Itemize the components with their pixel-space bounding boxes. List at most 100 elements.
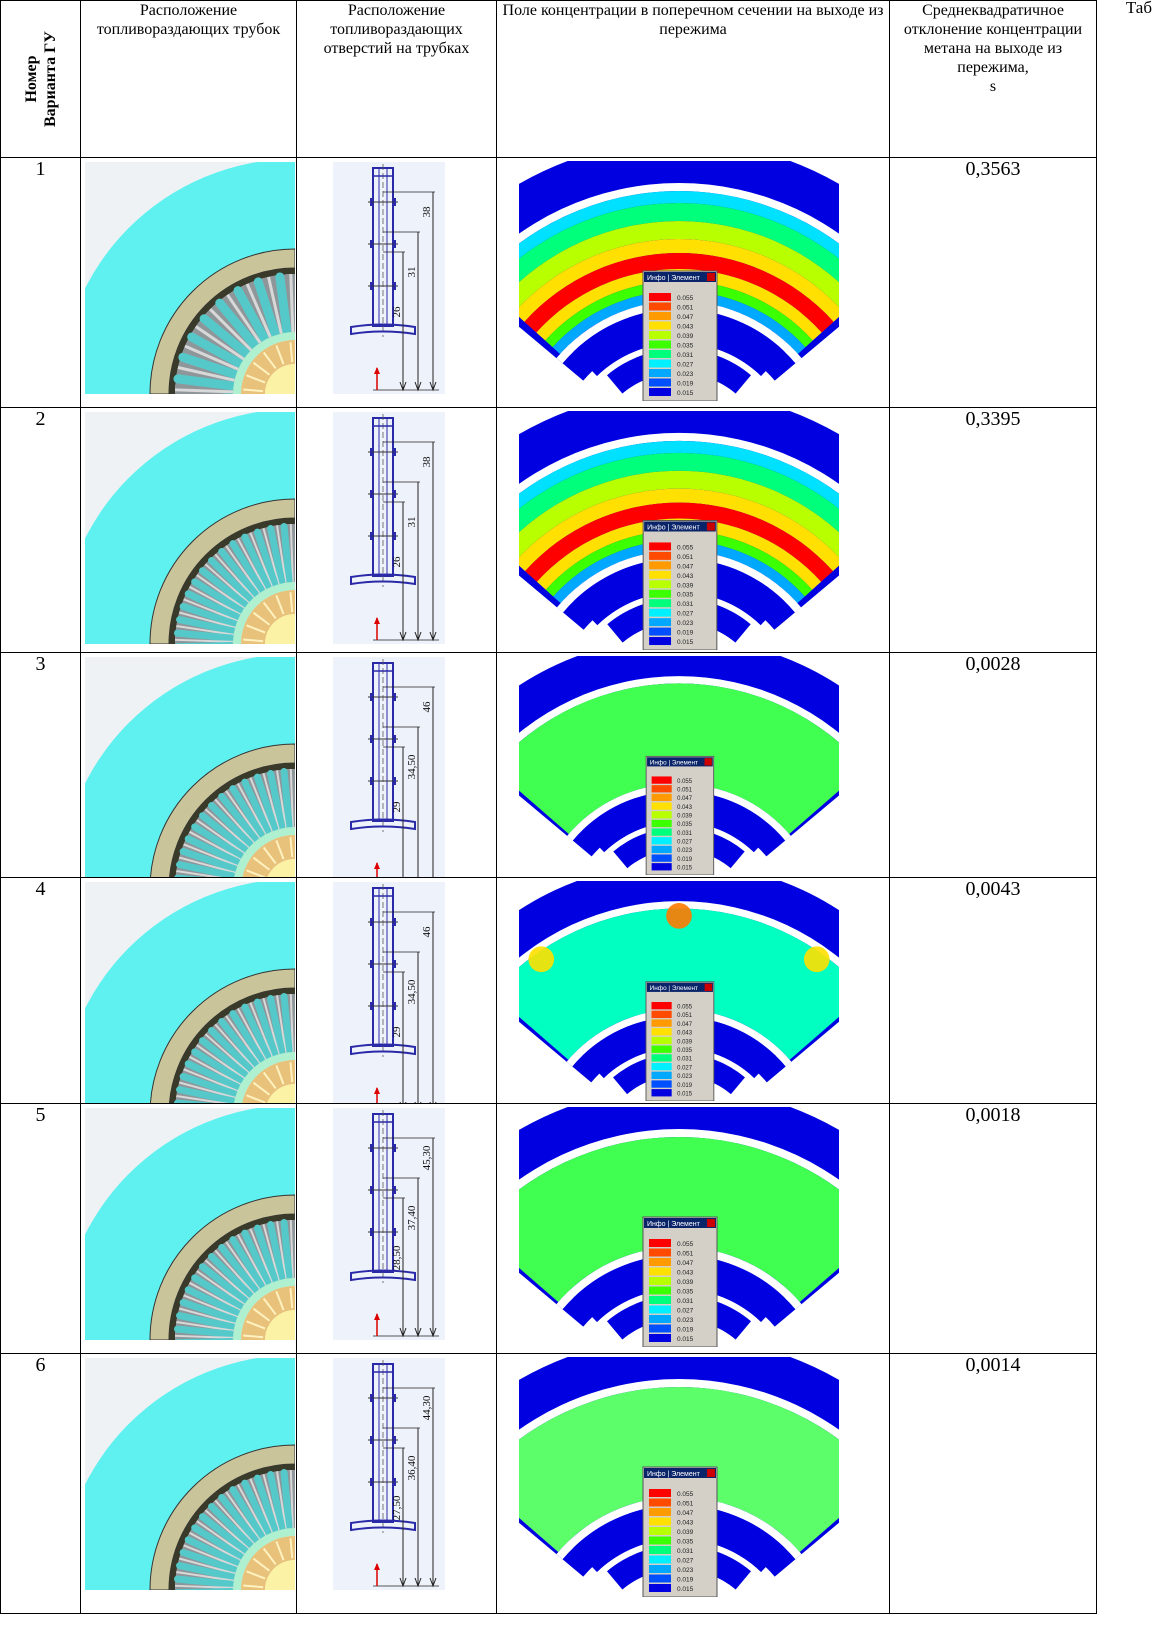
tube-layout-image	[80, 652, 297, 878]
legend-value: 0.051	[677, 554, 694, 561]
legend-value: 0.043	[677, 573, 694, 580]
rms-deviation-value: 0,0043	[889, 877, 1097, 1104]
hole-layout-drawing: 38 31 26	[296, 407, 497, 653]
table-row: 1 38 31 26 Инфо | Элемент 0.055 0.051 0.047 0.04…	[0, 157, 1097, 408]
table-row: 2 38 31 26 Инфо | Элемент 0.055 0.051 0.047 0.04…	[0, 407, 1097, 653]
legend-value: 0.047	[677, 1260, 694, 1267]
legend-value: 0.023	[677, 1317, 694, 1324]
legend-value: 0.051	[677, 788, 692, 794]
rms-deviation-value: 0,3563	[889, 157, 1097, 408]
dimension-label: 26	[391, 306, 403, 318]
legend-value: 0.043	[677, 1520, 694, 1527]
dimension-label: 38	[421, 456, 433, 468]
concentration-field-image: Инфо | Элемент 0.055 0.051 0.047 0.043 0.039 0…	[496, 157, 890, 408]
legend-value: 0.031	[677, 1298, 694, 1305]
legend-value: 0.055	[677, 544, 694, 551]
legend-value: 0.023	[677, 1567, 694, 1574]
legend-value: 0.055	[677, 779, 693, 785]
legend-value: 0.043	[677, 805, 693, 811]
legend-value: 0.019	[677, 381, 694, 388]
legend-value: 0.055	[677, 1241, 694, 1248]
variant-number: 1	[0, 157, 81, 408]
concentration-field-image: Инфо | Элемент 0.055 0.051 0.047 0.043 0.039 0…	[496, 1103, 890, 1354]
legend-value: 0.035	[677, 343, 694, 350]
legend-value: 0.023	[677, 1074, 693, 1080]
concentration-field-image: Инфо | Элемент 0.055 0.051 0.047 0.043 0.039 0…	[496, 877, 890, 1104]
hole-layout-drawing: 46 34,50 29	[296, 652, 497, 878]
legend-value: 0.027	[677, 1558, 694, 1565]
legend-value: 0.019	[677, 857, 693, 863]
rms-deviation-value: 0,0014	[889, 1353, 1097, 1614]
legend-value: 0.019	[677, 630, 694, 637]
table-row: 3 46 34,50 29 Инфо | Элемент 0.055 0.051 0.047 0…	[0, 652, 1097, 878]
dimension-label: 38	[421, 206, 433, 218]
tube-layout-image	[80, 1353, 297, 1614]
legend-value: 0.047	[677, 563, 694, 570]
dimension-label: 27,50	[391, 1495, 403, 1520]
legend-value: 0.019	[677, 1327, 694, 1334]
header-rms-deviation: Среднеквадратичное отклонение концентрац…	[889, 0, 1097, 158]
table-row: 4 46 34,50 29 Инфо | Элемент 0.055 0.051 0.047 0…	[0, 877, 1097, 1104]
legend-value: 0.051	[677, 1013, 693, 1019]
legend-value: 0.055	[677, 1491, 694, 1498]
legend-window-title: Инфо | Элемент	[647, 525, 700, 532]
legend-value: 0.055	[677, 1004, 693, 1010]
legend-value: 0.047	[677, 1510, 694, 1517]
dimension-label: 46	[421, 701, 433, 713]
legend-value: 0.043	[677, 324, 694, 331]
dimension-label: 34,50	[406, 754, 418, 779]
legend-value: 0.031	[677, 601, 694, 608]
legend-value: 0.015	[677, 1336, 694, 1343]
legend-value: 0.031	[677, 831, 692, 837]
legend-window-title: Инфо | Элемент	[647, 275, 701, 282]
legend-value: 0.043	[677, 1270, 694, 1277]
dimension-label: 46	[421, 926, 433, 938]
legend-value: 0.043	[677, 1031, 693, 1037]
concentration-field-image: Инфо | Элемент 0.055 0.051 0.047 0.043 0.039 0…	[496, 1353, 890, 1614]
legend-value: 0.023	[677, 848, 693, 854]
variant-number: 6	[0, 1353, 81, 1614]
variant-number: 5	[0, 1103, 81, 1354]
legend-value: 0.035	[677, 1289, 694, 1296]
legend-value: 0.039	[677, 1279, 694, 1286]
legend-value: 0.047	[677, 314, 694, 321]
legend-value: 0.031	[677, 1548, 694, 1555]
dimension-label: 26	[391, 556, 403, 568]
rms-deviation-value: 0,3395	[889, 407, 1097, 653]
legend-value: 0.015	[677, 390, 694, 397]
rms-deviation-value: 0,0028	[889, 652, 1097, 878]
legend-value: 0.031	[677, 352, 694, 359]
dimension-label: 29	[391, 1026, 403, 1038]
legend-value: 0.047	[677, 796, 692, 802]
dimension-label: 29	[391, 801, 403, 813]
hole-layout-drawing: 46 34,50 29	[296, 877, 497, 1104]
hole-layout-drawing: 44,30 36,40 27,50	[296, 1353, 497, 1614]
tube-layout-image	[80, 1103, 297, 1354]
dimension-label: 28,50	[391, 1245, 403, 1270]
dimension-label: 31	[406, 267, 418, 278]
legend-value: 0.051	[677, 305, 694, 312]
legend-value: 0.027	[677, 840, 692, 846]
legend-value: 0.035	[677, 1048, 693, 1054]
legend-value: 0.051	[677, 1501, 694, 1508]
header-tube-layout: Расположение топливораздающих трубок	[80, 0, 297, 158]
table-row: 5 45,30 37,40 28,50 Инфо | Элемент 0.055 0.051…	[0, 1103, 1097, 1354]
legend-value: 0.023	[677, 371, 694, 378]
tube-layout-image	[80, 407, 297, 653]
legend-window-title: Инфо | Элемент	[650, 760, 698, 767]
header-variant-number: Номер Варианта ГУ	[0, 0, 81, 158]
dimension-label: 31	[406, 517, 418, 528]
legend-value: 0.015	[677, 1092, 693, 1098]
legend-value: 0.039	[677, 814, 693, 820]
header-concentration-field: Поле концентрации в поперечном сечении н…	[496, 0, 890, 158]
legend-value: 0.035	[677, 592, 694, 599]
concentration-field-image: Инфо | Элемент 0.055 0.051 0.047 0.043 0.039 0…	[496, 652, 890, 878]
legend-value: 0.015	[677, 866, 693, 872]
dimension-label: 34,50	[406, 979, 418, 1004]
legend-value: 0.015	[677, 639, 694, 646]
legend-value: 0.039	[677, 1529, 694, 1536]
legend-value: 0.051	[677, 1251, 694, 1258]
legend-value: 0.031	[677, 1057, 693, 1063]
legend-value: 0.027	[677, 611, 694, 618]
legend-value: 0.027	[677, 1308, 694, 1315]
